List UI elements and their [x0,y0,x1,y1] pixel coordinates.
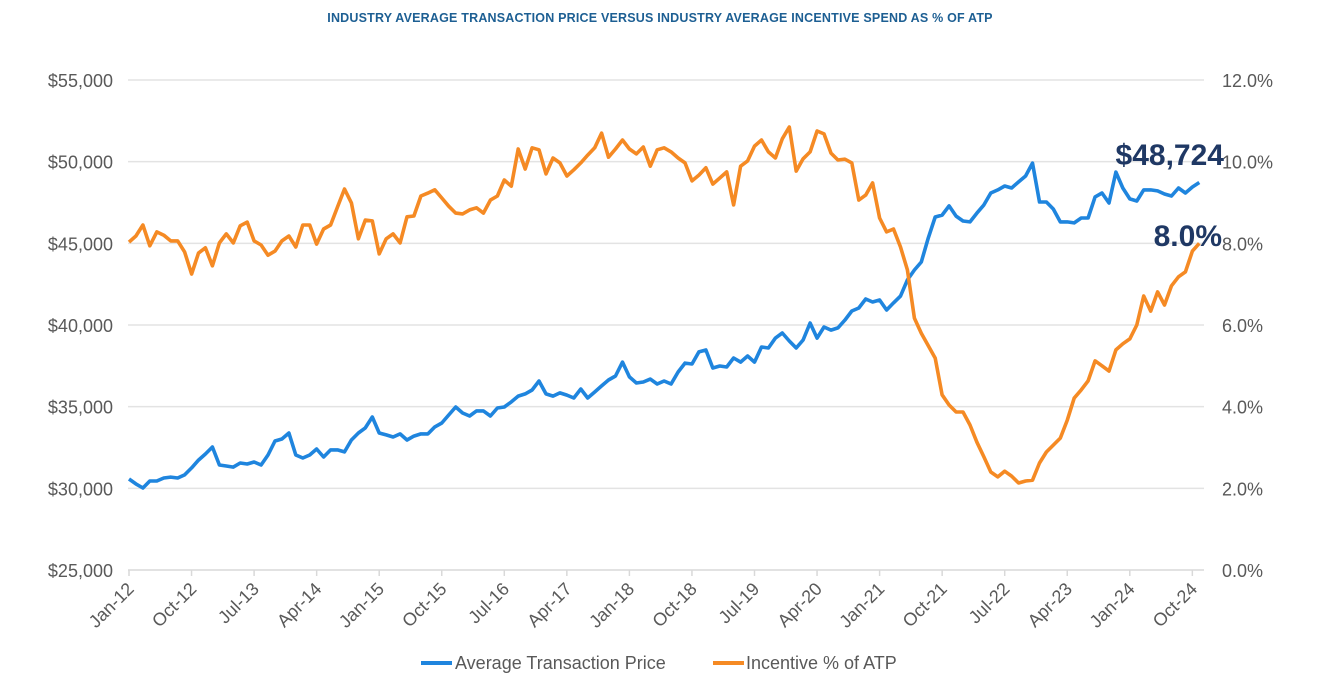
y-left-tick-label: $50,000 [48,153,113,173]
x-tick-label: Jul-19 [715,579,764,628]
incentive-series-line [127,125,1201,485]
x-tick-label: Oct-15 [398,579,450,631]
x-tick-label: Jan-15 [335,579,388,632]
series-lines [127,125,1201,490]
y-right-tick-label: 2.0% [1222,479,1263,499]
y-axis-right: 0.0% 2.0% 4.0% 6.0% 8.0% 10.0% 12.0% [1222,71,1273,581]
y-left-tick-label: $25,000 [48,561,113,581]
x-tick-label: Apr-14 [273,579,325,631]
x-tick-label: Oct-12 [148,579,200,631]
legend-label-incentive: Incentive % of ATP [746,653,897,673]
legend: Average Transaction Price Incentive % of… [421,653,897,673]
incentive-callout-label: 8.0% [1154,220,1222,253]
legend-label-atp: Average Transaction Price [455,653,666,673]
y-right-tick-label: 6.0% [1222,316,1263,336]
x-tick-label: Jul-16 [464,579,513,628]
x-tick-label: Apr-23 [1024,579,1076,631]
atp-callout-label: $48,724 [1116,139,1225,172]
y-right-tick-label: 8.0% [1222,234,1263,254]
x-tick-label: Jul-22 [965,579,1014,628]
y-left-tick-label: $35,000 [48,398,113,418]
y-right-tick-label: 0.0% [1222,561,1263,581]
x-tick-label: Apr-20 [774,579,826,631]
y-right-tick-label: 12.0% [1222,71,1273,91]
x-tick-label: Oct-21 [899,579,951,631]
y-right-tick-label: 4.0% [1222,398,1263,418]
x-tick-label: Jul-13 [214,579,263,628]
y-left-tick-label: $45,000 [48,234,113,254]
x-tick-label: Jan-24 [1086,579,1139,632]
chart-title: INDUSTRY AVERAGE TRANSACTION PRICE VERSU… [327,11,992,25]
x-tick-label: Jan-21 [835,579,888,632]
x-axis: Jan-12 Oct-12 Jul-13 Apr-14 Jan-15 Oct-15 Jul-… [85,570,1201,632]
atp-series-line [127,161,1201,490]
y-left-tick-label: $55,000 [48,71,113,91]
x-tick-label: Oct-18 [648,579,700,631]
y-left-tick-label: $40,000 [48,316,113,336]
x-tick-label: Oct-24 [1149,579,1201,631]
y-axis-left: $25,000 $30,000 $35,000 $40,000 $45,000 $50,0… [48,71,113,581]
gridlines [128,79,1204,571]
x-tick-label: Jan-18 [585,579,638,632]
x-tick-label: Jan-12 [85,579,138,632]
x-tick-label: Apr-17 [523,579,575,631]
y-right-tick-label: 10.0% [1222,153,1273,173]
y-left-tick-label: $30,000 [48,479,113,499]
